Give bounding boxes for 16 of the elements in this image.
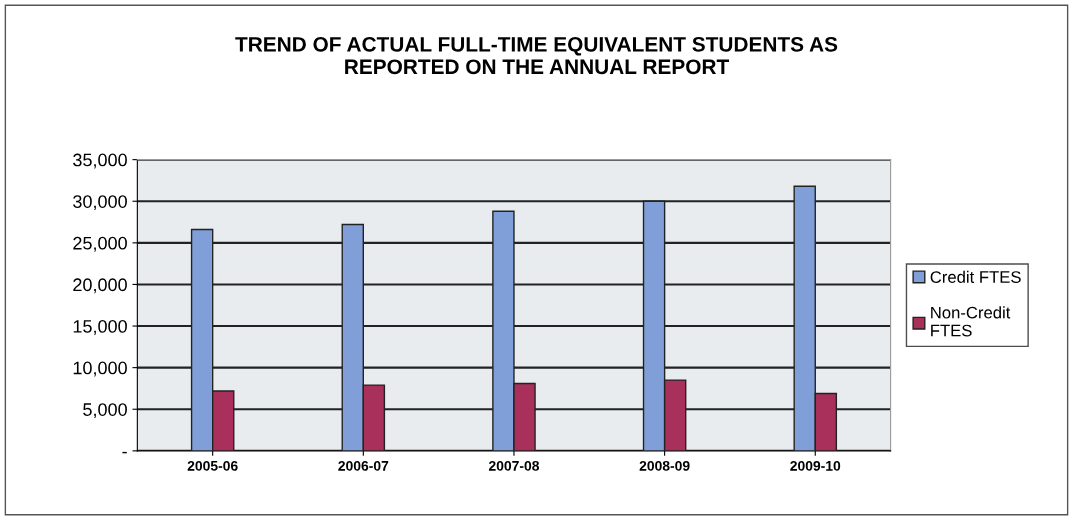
y-tick-label: -: [122, 451, 127, 454]
x-tick-label: 2005-06: [187, 460, 238, 471]
legend-label: Credit FTES: [930, 270, 1021, 283]
legend-label: Non-Credit FTES: [931, 306, 1011, 337]
x-tick-label: 2006-07: [338, 460, 389, 471]
y-tick-label: 15,000: [73, 319, 127, 335]
y-tick-label: 35,000: [73, 153, 127, 169]
x-tick-label: 2009-10: [790, 460, 841, 471]
y-tick-label: 30,000: [73, 195, 127, 211]
y-tick-label: 20,000: [73, 278, 127, 294]
x-tick-label: 2007-08: [488, 460, 540, 471]
y-tick-label: 10,000: [73, 361, 127, 377]
y-tick-label: 5,000: [83, 403, 127, 419]
chart-title: TREND OF ACTUAL FULL-TIME EQUIVALENT STUDENTS AS REPORTED ON THE ANNUAL REPORT: [235, 36, 838, 75]
x-tick-label: 2008-09: [639, 460, 690, 471]
y-tick-label: 25,000: [73, 236, 127, 252]
